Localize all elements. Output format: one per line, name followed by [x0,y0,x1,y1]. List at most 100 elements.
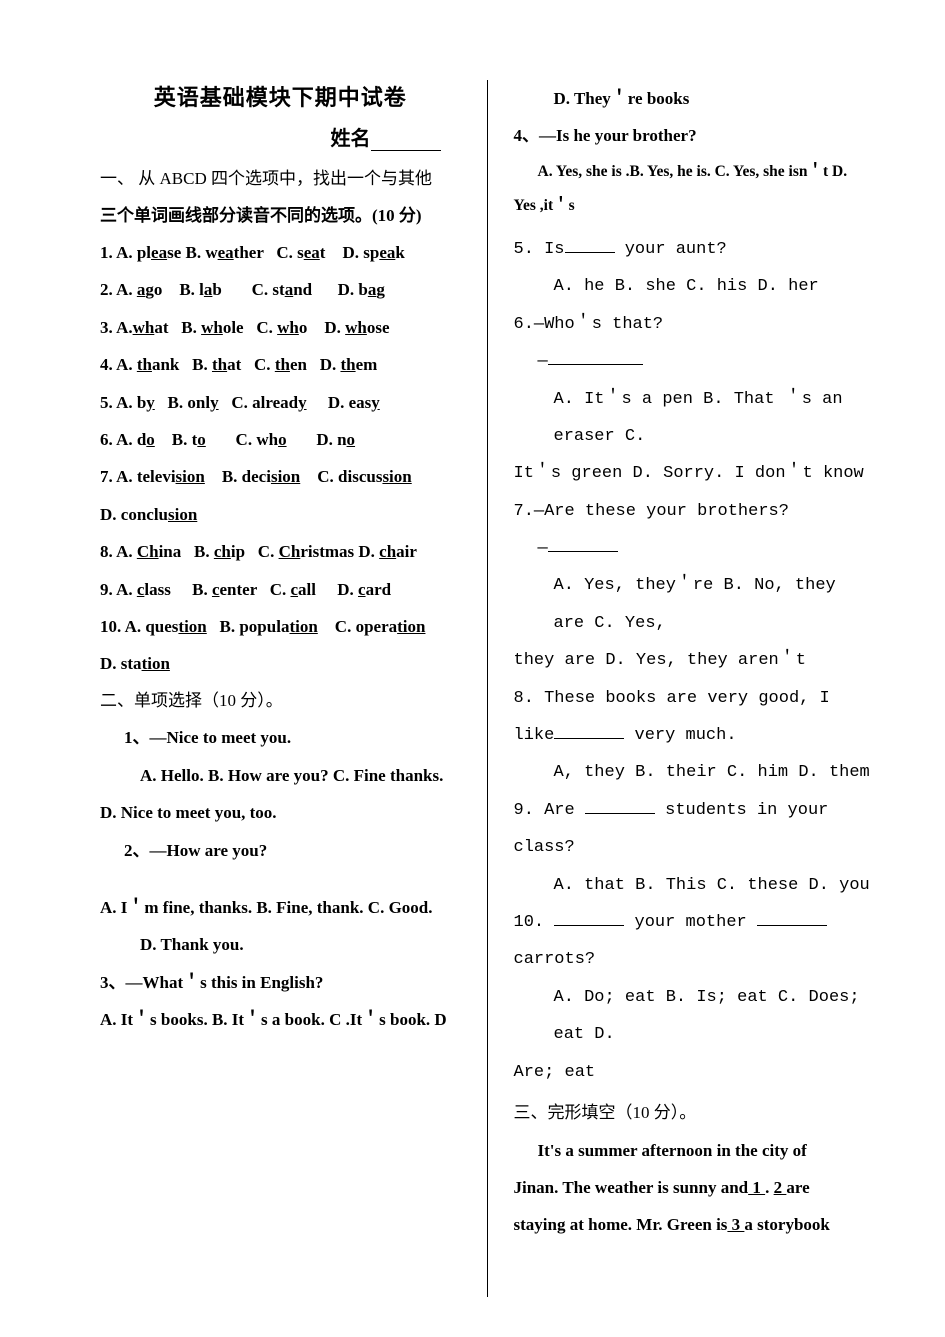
s2-q10-a: 10. [514,913,555,932]
s1-q8-De: air [396,542,417,561]
s1-q1-Au: ea [151,243,167,262]
s1-q4-Bu: th [212,355,227,374]
s2-q5-b: your aunt? [615,240,727,259]
s2-q2-stem: 2、—How are you? [100,832,461,869]
s1-q6-A: A. d [116,430,146,449]
s2-q5-stem: 5. Is your aunt? [514,231,876,268]
s3-p1-a: It's a summer afternoon in the city of [514,1132,876,1169]
right-column: D. They＇re books 4、—Is he your brother? … [488,80,876,1297]
s1-q8-Ae: ina [159,542,182,561]
s3-blank2[interactable]: 2 [774,1178,787,1197]
s1-q9-De: ard [366,580,392,599]
s2-q4-opts-a: A. Yes, she is .B. Yes, he is. C. Yes, s… [514,155,876,189]
s1-q3: 3. A.what B. whole C. who D. whose [100,309,461,346]
s1-q4: 4. A. thank B. that C. then D. them [100,346,461,383]
s1-q8-A: A. [116,542,137,561]
s1-q1-De: k [395,243,404,262]
s1-q9-A: A. [116,580,137,599]
s1-q8-Cu: Ch [279,542,301,561]
s1-q4-D: D. [320,355,341,374]
s1-q10-num: 10. [100,617,121,636]
s1-q8: 8. A. China B. chip C. Christmas D. chai… [100,533,461,570]
s3-p1-c: . [765,1178,774,1197]
s1-q5-Du: y [371,393,380,412]
s2-q6-opts-b: It＇s green D. Sorry. I don＇t know [514,455,876,492]
s2-q10-opts-b: Are; eat [514,1054,876,1091]
s1-q5-B: B. onl [168,393,211,412]
s1-q10-C: C. opera [335,617,397,636]
s2-q7-dash: — [514,530,876,567]
s1-q7-Cu: sion [382,467,411,486]
s2-q6-dashch: — [538,352,548,371]
s1-q3-D: D. [324,318,345,337]
s2-q7-opts-b: they are D. Yes, they aren＇t [514,642,876,679]
s1-q8-Au: Ch [137,542,159,561]
name-blank[interactable] [371,129,441,151]
s1-q5-Cu: y [298,393,307,412]
s1-q9: 9. A. class B. center C. call D. card [100,571,461,608]
s2-q8-b: like [514,726,555,745]
s2-q1-opts-b: D. Nice to meet you, too. [100,794,461,831]
s2-q1-opts-a: A. Hello. B. How are you? C. Fine thanks… [100,757,461,794]
s1-q1-D: D. sp [342,243,379,262]
s1-q5-Au: y [146,393,155,412]
s1-q7-D: D. conclu [100,505,168,524]
s2-q8-stem-b: like very much. [514,717,876,754]
s1-q7-Au: sion [176,467,205,486]
s2-q8-stem-a: 8. These books are very good, I [514,680,876,717]
s3-blank1[interactable]: 1 [748,1178,765,1197]
s2-q10-c: carrots? [514,950,596,969]
s2-q10-blank1[interactable] [554,909,624,926]
s2-q1-stem: 1、—Nice to meet you. [100,719,461,756]
s2-q8-blank[interactable] [554,722,624,739]
s1-q9-Be: enter [220,580,257,599]
s1-q3-Cu: wh [277,318,299,337]
s1-q10d: D. station [100,645,461,682]
s1-q1-Du: ea [379,243,395,262]
s1-q9-Ae: lass [144,580,170,599]
s2-q9-a: 9. Are [514,801,585,820]
s1-q7-Du: sion [168,505,197,524]
s3-p1-b1: Jinan. The weather is sunny and [514,1178,749,1197]
s2-q5-a: 5. Is [514,240,565,259]
name-label: 姓名 [331,128,371,150]
s3-blank3[interactable]: 3 [727,1215,744,1234]
s1-q1-A: A. pl [116,243,151,262]
s1-q1-Ce: t [320,243,326,262]
s1-q8-C: C. [258,542,279,561]
s1-q8-B: B. [194,542,214,561]
s1-q7: 7. A. television B. decision C. discussi… [100,458,461,495]
s1-q3-Ae: at [154,318,168,337]
s1-q1-C: C. s [276,243,303,262]
s1-q6-Bu: o [197,430,206,449]
s1-q2-De: g [376,280,385,299]
s2-q5-blank[interactable] [565,236,615,253]
s1-q4-B: B. [192,355,212,374]
s2-q4-opts-b: Yes ,it＇s [514,189,876,223]
s2-q7-opts-a: A. Yes, they＇re B. No, they are C. Yes, [514,567,876,642]
s1-q9-Cu: c [290,580,298,599]
s2-q6-blank[interactable] [548,348,643,365]
s1-q1-Be: ther [234,243,264,262]
s1-q8-num: 8. [100,542,113,561]
s1-q6-Du: o [347,430,356,449]
s1-q7-Bu: sion [271,467,300,486]
s1-q9-B: B. [192,580,212,599]
s2-q9-blank[interactable] [585,797,655,814]
s1-q7-A: A. televi [116,467,175,486]
s1-q3-num: 3. [100,318,113,337]
s1-q6-D: D. n [316,430,346,449]
s1-q8-Du: ch [379,542,396,561]
s1-q4-De: em [356,355,378,374]
s1-q1-Ae: se [167,243,181,262]
s2-q10-blank2[interactable] [757,909,827,926]
exam-page: 英语基础模块下期中试卷 姓名 一、 从 ABCD 四个选项中，找出一个与其他 三… [0,0,945,1337]
s1-q5-D: D. eas [328,393,371,412]
s2-q9-opts: A. that B. This C. these D. you [514,867,876,904]
s1-q2-D: D. b [338,280,368,299]
s1-q1-Cu: ea [304,243,320,262]
s1-q2-Ce: nd [293,280,312,299]
s1-q9-num: 9. [100,580,113,599]
s1-q4-Au: th [137,355,152,374]
s2-q7-blank[interactable] [548,535,618,552]
